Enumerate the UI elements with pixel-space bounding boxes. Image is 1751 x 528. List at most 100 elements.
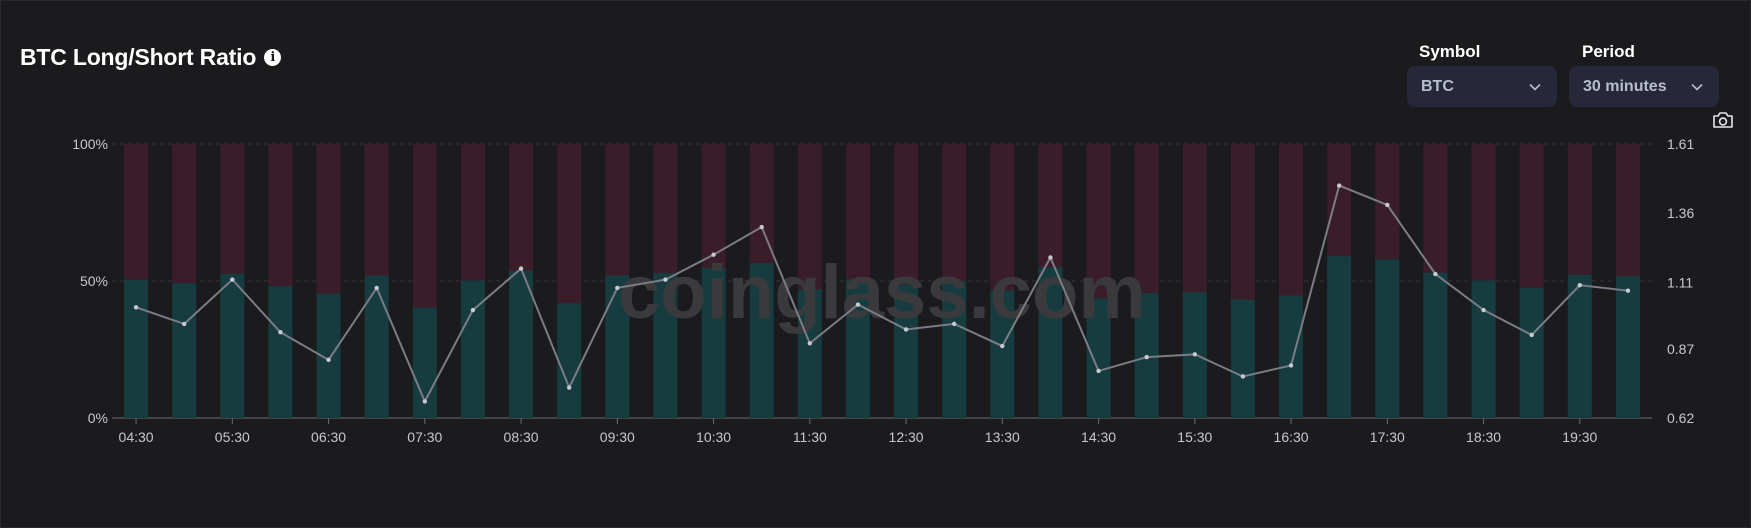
axes: 0% 50% 100% 0.62 0.87 1.11 1.36 1.61 04:30 05:30 0… bbox=[72, 136, 1694, 445]
ratio-point bbox=[951, 321, 957, 327]
short-bar bbox=[1327, 144, 1352, 257]
long-bar bbox=[509, 270, 534, 418]
symbol-select[interactable]: BTC bbox=[1407, 66, 1557, 107]
long-bar bbox=[701, 267, 726, 418]
ratio-point bbox=[1240, 374, 1246, 379]
ratio-point bbox=[1336, 183, 1342, 188]
ratio-point bbox=[1385, 202, 1390, 208]
camera-icon[interactable] bbox=[1712, 110, 1734, 130]
long-bar bbox=[268, 285, 293, 418]
x-tick-label: 14:30 bbox=[1081, 429, 1116, 445]
long-bar bbox=[1471, 280, 1496, 418]
period-label: Period bbox=[1582, 42, 1635, 61]
bar-series bbox=[124, 144, 1640, 418]
short-bar bbox=[1182, 144, 1207, 292]
short-bar bbox=[1134, 144, 1159, 294]
x-tick-label: 11:30 bbox=[793, 429, 827, 445]
long-bar bbox=[364, 275, 389, 418]
short-bar bbox=[220, 144, 245, 274]
ratio-point bbox=[133, 305, 139, 310]
long-bar bbox=[797, 289, 822, 418]
short-bar bbox=[364, 144, 389, 276]
ratio-point bbox=[470, 307, 476, 313]
ratio-point bbox=[663, 277, 668, 282]
long-bar bbox=[1086, 298, 1111, 418]
short-bar bbox=[124, 144, 149, 280]
short-bar bbox=[845, 144, 870, 280]
long-bar bbox=[1567, 274, 1592, 418]
short-bar bbox=[1423, 144, 1448, 273]
short-bar bbox=[942, 144, 967, 282]
short-bar bbox=[1615, 144, 1640, 277]
long-bar bbox=[1375, 259, 1400, 418]
x-tick-label: 07:30 bbox=[407, 429, 442, 445]
long-bar bbox=[220, 273, 245, 418]
x-tick-label: 19:30 bbox=[1562, 429, 1597, 445]
long-bar bbox=[894, 284, 919, 418]
ratio-point bbox=[422, 399, 428, 404]
short-bar bbox=[894, 144, 919, 285]
x-tick-label: 06:30 bbox=[311, 429, 346, 445]
ratio-point bbox=[374, 285, 379, 291]
short-bar bbox=[749, 144, 774, 263]
x-tick-label: 04:30 bbox=[119, 429, 154, 445]
ratio-point bbox=[1000, 343, 1005, 349]
ratio-point bbox=[278, 330, 283, 335]
ratio-point bbox=[615, 285, 620, 291]
ratio-point bbox=[759, 224, 764, 230]
short-bar bbox=[172, 144, 197, 284]
short-bar bbox=[316, 144, 341, 294]
x-tick-label: 15:30 bbox=[1177, 429, 1212, 445]
y-right-tick-label: 0.62 bbox=[1667, 410, 1694, 426]
short-bar bbox=[1038, 144, 1063, 268]
ratio-point bbox=[566, 385, 572, 390]
y-left-tick-label: 0% bbox=[88, 410, 108, 426]
ratio-point bbox=[1096, 368, 1101, 374]
chart-title: BTC Long/Short Ratio i bbox=[20, 44, 282, 71]
x-tick-label: 13:30 bbox=[985, 429, 1020, 445]
short-bar bbox=[797, 144, 822, 290]
ratio-line-series bbox=[133, 183, 1631, 404]
short-bar bbox=[1230, 144, 1255, 300]
watermark: coinglass.com bbox=[618, 250, 1146, 335]
y-left-tick-label: 100% bbox=[72, 136, 108, 152]
ratio-point bbox=[1144, 354, 1149, 360]
short-bar bbox=[460, 144, 485, 281]
long-bar bbox=[124, 279, 149, 418]
long-bar bbox=[1327, 256, 1352, 418]
short-bar bbox=[990, 144, 1015, 291]
period-select[interactable]: 30 minutes bbox=[1569, 66, 1719, 107]
y-right-tick-label: 1.36 bbox=[1667, 205, 1694, 221]
ratio-point bbox=[1577, 282, 1583, 288]
long-bar bbox=[460, 280, 485, 418]
ratio-point bbox=[903, 327, 909, 332]
long-bar bbox=[845, 279, 870, 418]
ratio-point bbox=[1433, 271, 1438, 277]
ratio-point bbox=[1529, 332, 1534, 338]
ratio-point bbox=[518, 266, 524, 271]
ratio-point bbox=[1625, 288, 1631, 293]
symbol-value: BTC bbox=[1421, 77, 1454, 95]
long-bar bbox=[653, 273, 678, 418]
short-bar bbox=[509, 144, 534, 271]
ratio-point bbox=[711, 252, 716, 257]
long-bar bbox=[1279, 295, 1304, 418]
ratio-point bbox=[1481, 307, 1486, 313]
ratio-point bbox=[1288, 363, 1294, 368]
long-bar bbox=[172, 283, 197, 418]
short-bar bbox=[557, 144, 582, 304]
y-right-tick-label: 1.11 bbox=[1667, 274, 1693, 290]
page-title: BTC Long/Short Ratio bbox=[20, 44, 257, 70]
ratio-point bbox=[855, 302, 861, 307]
short-bar bbox=[412, 144, 437, 308]
long-bar bbox=[557, 303, 582, 418]
info-icon[interactable]: i bbox=[264, 49, 282, 66]
y-left-tick-label: 50% bbox=[80, 273, 108, 289]
x-tick-label: 18:30 bbox=[1466, 429, 1501, 445]
long-bar bbox=[1423, 272, 1448, 418]
long-bar bbox=[1615, 276, 1640, 418]
x-tick-label: 12:30 bbox=[889, 429, 924, 445]
chevron-down-icon bbox=[1691, 83, 1703, 91]
short-bar bbox=[701, 144, 726, 268]
